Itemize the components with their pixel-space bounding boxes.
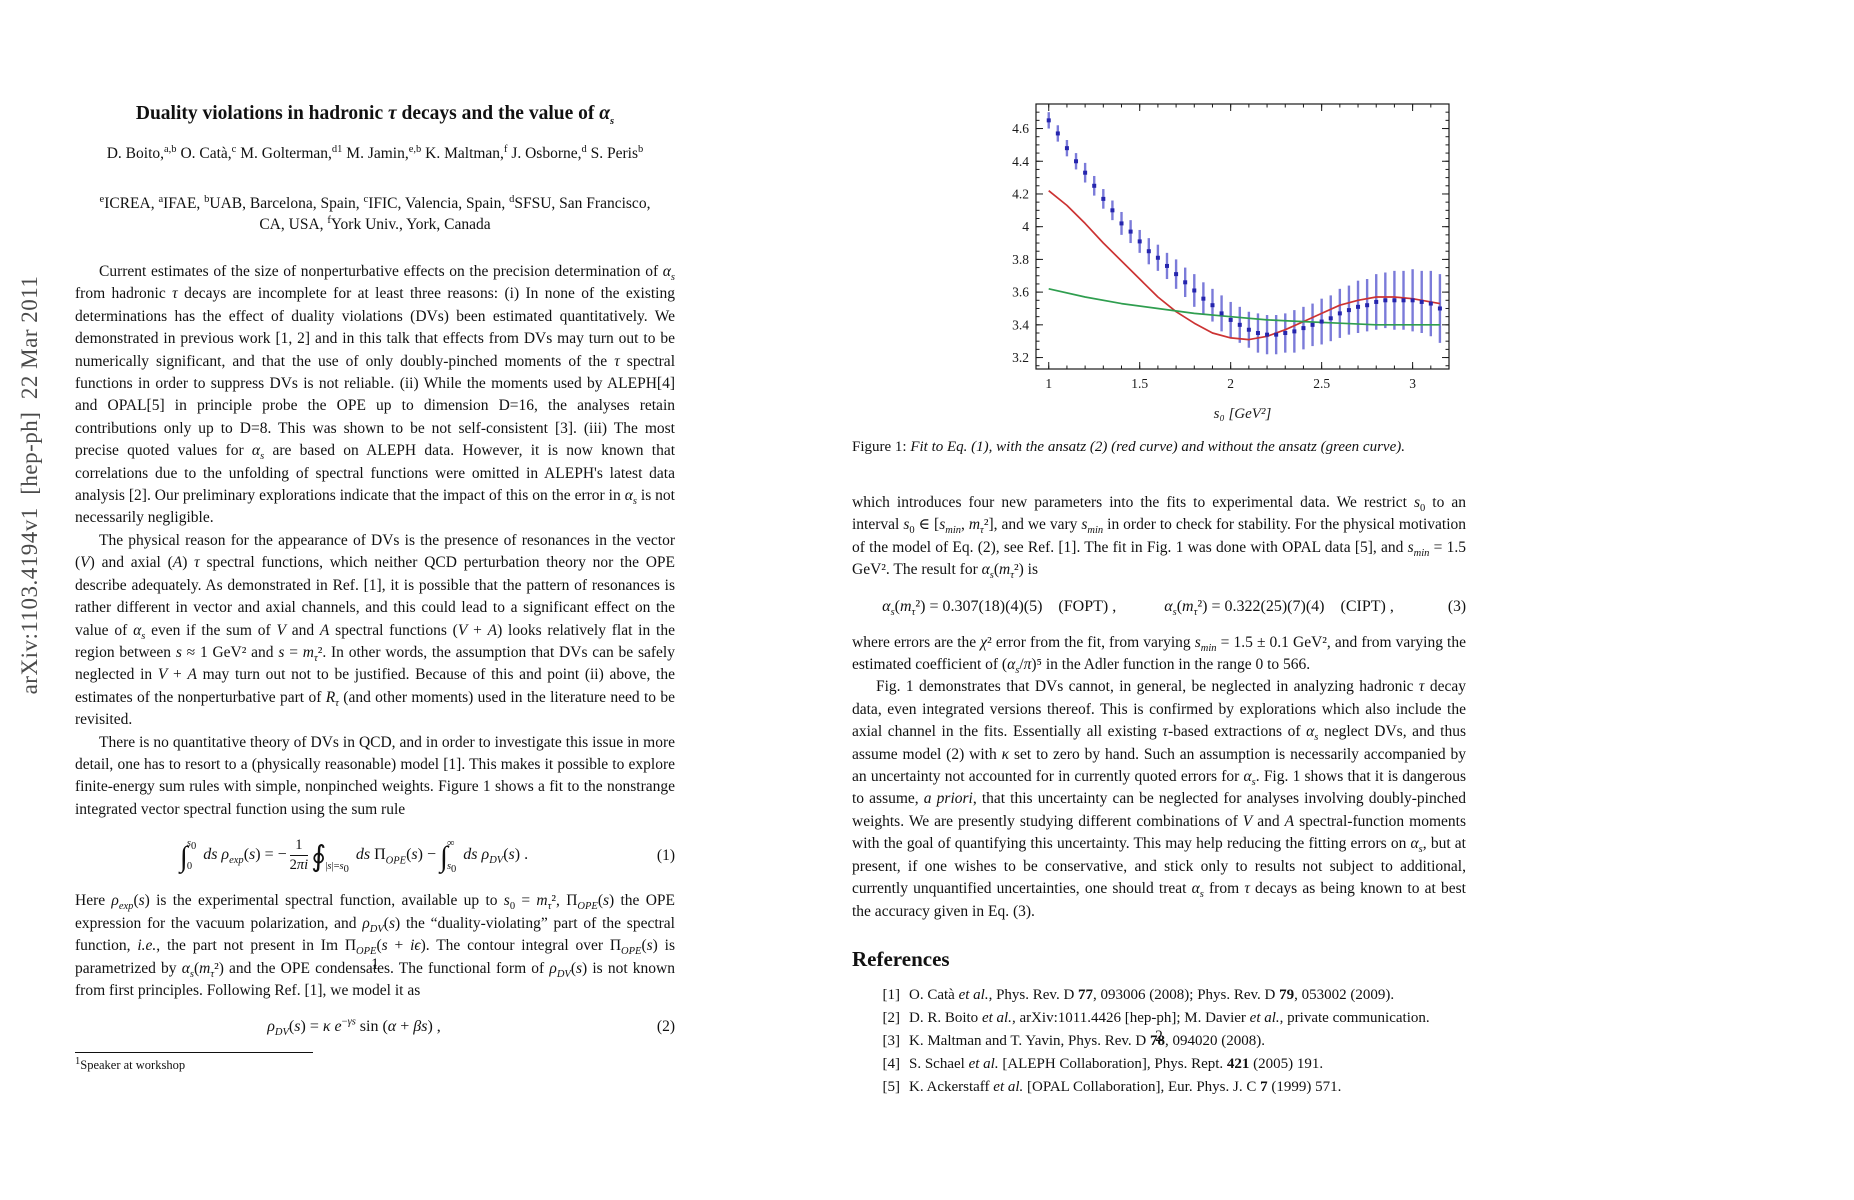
arxiv-sidebar-banner: arXiv:1103.4194v1 [hep-ph] 22 Mar 2011 — [17, 275, 42, 695]
reference-text: D. R. Boito et al., arXiv:1011.4426 [hep… — [909, 1009, 1430, 1026]
figure-1-caption-text: Fit to Eq. (1), with the ansatz (2) (red… — [910, 439, 1405, 455]
figure-1-caption-label: Figure 1: — [852, 439, 911, 455]
svg-text:4: 4 — [1022, 219, 1029, 234]
page-1: Duality violations in hadronic τ decays … — [75, 95, 675, 1073]
footnote-rule — [75, 1052, 313, 1054]
equation-2-body: ρDV(s) = κ e−γs sin (α + βs) , — [267, 1017, 441, 1039]
equation-1: ∫ s0 0 ds ρexp(s) = −1 2πi ∮ |s|=s0 ds ΠOPE(… — [75, 837, 675, 876]
reference-item: [3] K. Maltman and T. Yavin, Phys. Rev. … — [870, 1030, 1466, 1053]
page-number-1: 1 — [371, 956, 379, 973]
svg-text:3.4: 3.4 — [1012, 317, 1029, 332]
equation-2: ρDV(s) = κ e−γs sin (α + βs) , (2) — [75, 1017, 675, 1039]
paragraph-7: Fig. 1 demonstrates that DVs cannot, in … — [852, 678, 1467, 920]
svg-text:2.5: 2.5 — [1313, 376, 1330, 391]
equation-2-number: (2) — [656, 1018, 675, 1036]
references-list: [1] O. Catà et al., Phys. Rev. D 77, 093… — [852, 984, 1466, 1099]
svg-text:1.5: 1.5 — [1131, 376, 1148, 391]
equation-1-body: ∫ s0 0 ds ρexp(s) = −1 2πi ∮ |s|=s0 ds ΠOPE(… — [179, 837, 529, 876]
equation-3: αs(mτ²) = 0.307(18)(4)(5) (FOPT) , αs(mτ… — [852, 597, 1466, 618]
figure-1: 1 1.5 2 2.5 3 3.2 3.4 3.6 3.8 4 4.2 4.4 4.6 s₀ [GeV²] — [980, 95, 1466, 427]
figure-1-caption: Figure 1: Fit to Eq. (1), with the ansat… — [852, 439, 1466, 456]
reference-item: [4] S. Schael et al. [ALEPH Collaboratio… — [870, 1053, 1466, 1076]
figure-1-chart: 1 1.5 2 2.5 3 3.2 3.4 3.6 3.8 4 4.2 4.4 4.6 s₀ [GeV²] — [1012, 103, 1450, 422]
svg-text:4.4: 4.4 — [1012, 154, 1029, 169]
paragraph-6: where errors are the χ² error from the f… — [852, 633, 1466, 677]
page-number-2: 2 — [1155, 1028, 1163, 1045]
reference-label: [3] — [882, 1032, 901, 1049]
page-2: 1 1.5 2 2.5 3 3.2 3.4 3.6 3.8 4 4.2 4.4 4.6 s₀ [GeV²]… — [852, 95, 1466, 1099]
reference-text: K. Maltman and T. Yavin, Phys. Rev. D 78… — [909, 1032, 1265, 1049]
reference-label: [2] — [882, 1009, 901, 1026]
svg-text:4.2: 4.2 — [1012, 186, 1029, 201]
reference-item: [5] K. Ackerstaff et al. [OPAL Collabora… — [870, 1076, 1466, 1099]
paragraph-2: The physical reason for the appearance o… — [75, 531, 676, 729]
reference-text: O. Catà et al., Phys. Rev. D 77, 093006 … — [909, 986, 1395, 1003]
paragraph-5: which introduces four new parameters int… — [852, 494, 1467, 582]
reference-text: S. Schael et al. [ALEPH Collaboration], … — [909, 1055, 1324, 1072]
affiliations: eICREA, aIFAE, bUAB, Barcelona, Spain, c… — [75, 193, 675, 235]
svg-text:3.6: 3.6 — [1012, 285, 1029, 300]
svg-text:1: 1 — [1045, 376, 1052, 391]
footnote-speaker: 1Speaker at workshop — [75, 1056, 186, 1073]
equation-3-number: (3) — [1447, 597, 1466, 615]
reference-label: [4] — [882, 1055, 901, 1072]
paragraph-4: Here ρexp(s) is the experimental spectra… — [75, 892, 675, 999]
references-heading: References — [852, 946, 950, 971]
equation-3-body: αs(mτ²) = 0.307(18)(4)(5) (FOPT) , αs(mτ… — [882, 597, 1394, 618]
author-line: D. Boito,a,b O. Catà,c M. Golterman,d1 M… — [106, 143, 644, 162]
paragraph-1: Current estimates of the size of nonpert… — [75, 263, 675, 527]
svg-text:3: 3 — [1409, 376, 1416, 391]
svg-text:3.2: 3.2 — [1012, 350, 1029, 365]
reference-text: K. Ackerstaff et al. [OPAL Collaboration… — [909, 1078, 1342, 1095]
reference-item: [1] O. Catà et al., Phys. Rev. D 77, 093… — [870, 984, 1466, 1007]
svg-text:s₀ [GeV²]: s₀ [GeV²] — [1214, 406, 1272, 422]
svg-text:2: 2 — [1227, 376, 1234, 391]
svg-text:3.8: 3.8 — [1012, 252, 1029, 267]
affiliation-line-1: eICREA, aIFAE, bUAB, Barcelona, Spain, c… — [99, 193, 651, 212]
equation-1-number: (1) — [656, 846, 675, 864]
paragraph-3: There is no quantitative theory of DVs i… — [75, 733, 675, 818]
reference-label: [1] — [882, 986, 901, 1003]
svg-text:4.6: 4.6 — [1012, 121, 1029, 136]
paper-title: Duality violations in hadronic τ decays … — [135, 103, 615, 127]
reference-item: [2] D. R. Boito et al., arXiv:1011.4426 … — [870, 1007, 1466, 1030]
affiliation-line-2: CA, USA, fYork Univ., York, Canada — [259, 214, 491, 233]
reference-label: [5] — [882, 1078, 901, 1095]
